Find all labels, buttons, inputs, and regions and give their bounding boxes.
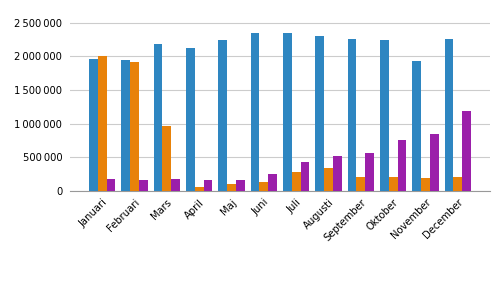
Bar bbox=[389, 177, 398, 191]
Bar bbox=[444, 39, 454, 191]
Bar bbox=[333, 156, 342, 191]
Bar bbox=[162, 126, 171, 191]
Bar bbox=[462, 111, 471, 191]
Bar bbox=[454, 177, 462, 191]
Bar bbox=[204, 180, 212, 191]
Bar bbox=[283, 34, 292, 191]
Bar bbox=[412, 61, 421, 191]
Bar bbox=[236, 180, 244, 191]
Bar bbox=[195, 187, 203, 191]
Bar bbox=[430, 134, 438, 191]
Bar bbox=[398, 140, 406, 191]
Bar bbox=[348, 39, 356, 191]
Bar bbox=[227, 184, 236, 191]
Bar bbox=[365, 152, 374, 191]
Bar bbox=[316, 36, 324, 191]
Bar bbox=[292, 172, 300, 191]
Bar bbox=[106, 179, 116, 191]
Bar bbox=[171, 179, 180, 191]
Bar bbox=[380, 40, 389, 191]
Bar bbox=[98, 56, 106, 191]
Bar bbox=[421, 178, 430, 191]
Bar bbox=[260, 181, 268, 191]
Bar bbox=[218, 39, 227, 191]
Bar bbox=[186, 48, 195, 191]
Bar bbox=[89, 59, 98, 191]
Bar bbox=[356, 177, 365, 191]
Bar bbox=[130, 62, 139, 191]
Bar bbox=[122, 60, 130, 191]
Bar bbox=[268, 174, 277, 191]
Bar bbox=[300, 162, 310, 191]
Bar bbox=[250, 33, 260, 191]
Bar bbox=[324, 168, 333, 191]
Bar bbox=[154, 43, 162, 191]
Bar bbox=[139, 180, 147, 191]
